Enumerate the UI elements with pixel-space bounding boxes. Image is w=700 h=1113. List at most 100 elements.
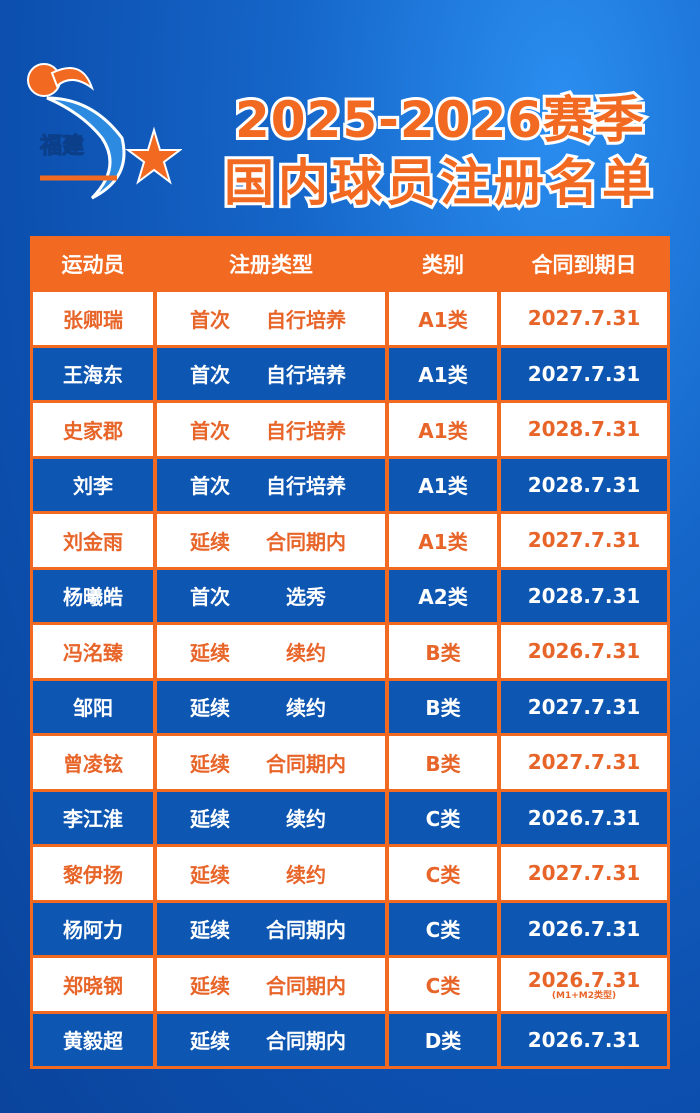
dolphin-logo-icon: [27, 63, 183, 200]
registration-detail: 合同期内: [266, 973, 346, 998]
registration-kind: 延续: [190, 751, 230, 776]
table-header: 运动员 注册类型 类别 合同到期日: [33, 239, 667, 289]
registration-type: 首次 自行培养: [153, 400, 385, 456]
table-row: 杨阿力 延续 合同期内 C类 2026.7.31: [33, 899, 667, 955]
player-name: 杨阿力: [33, 899, 153, 955]
table-row: 黄毅超 延续 合同期内 D类 2026.7.31: [33, 1010, 667, 1066]
player-category: D类: [385, 1010, 497, 1066]
player-name: 冯洺臻: [33, 622, 153, 678]
registration-detail: 自行培养: [266, 474, 346, 499]
contract-expiry: 2028.7.31: [497, 566, 667, 622]
registration-kind: 延续: [190, 862, 230, 887]
player-name: 曾凌铉: [33, 733, 153, 789]
player-name: 王海东: [33, 344, 153, 400]
table-row: 杨曦皓 首次 选秀 A2类 2028.7.31: [33, 566, 667, 622]
player-name: 李江淮: [33, 788, 153, 844]
table-row: 黎伊扬 延续 续约 C类 2027.7.31: [33, 844, 667, 900]
registration-detail: 续约: [286, 696, 326, 721]
expiry-date: 2028.7.31: [527, 417, 641, 442]
header-contract-expiry: 合同到期日: [497, 239, 667, 289]
registration-kind: 首次: [190, 585, 230, 610]
registration-detail: 续约: [286, 807, 326, 832]
contract-expiry: 2027.7.31: [497, 344, 667, 400]
player-category: C类: [385, 844, 497, 900]
registration-type: 延续 合同期内: [153, 733, 385, 789]
header-category: 类别: [385, 239, 497, 289]
contract-expiry: 2028.7.31: [497, 455, 667, 511]
player-category: A2类: [385, 566, 497, 622]
expiry-date: 2027.7.31: [527, 861, 641, 886]
registration-type: 延续 合同期内: [153, 511, 385, 567]
logo-text: 福建: [39, 134, 85, 160]
table-row: 刘李 首次 自行培养 A1类 2028.7.31: [33, 455, 667, 511]
registration-type: 延续 合同期内: [153, 1010, 385, 1066]
contract-expiry: 2027.7.31: [497, 511, 667, 567]
expiry-date: 2026.7.31: [527, 805, 641, 830]
registration-type: 延续 合同期内: [153, 955, 385, 1011]
expiry-date: 2027.7.31: [527, 694, 641, 719]
registration-kind: 首次: [190, 307, 230, 332]
table-row: 曾凌铉 延续 合同期内 B类 2027.7.31: [33, 733, 667, 789]
registration-kind: 延续: [190, 640, 230, 665]
player-category: A1类: [385, 344, 497, 400]
table-row: 邹阳 延续 续约 B类 2027.7.31: [33, 677, 667, 733]
table-row: 李江淮 延续 续约 C类 2026.7.31: [33, 788, 667, 844]
table-row: 王海东 首次 自行培养 A1类 2027.7.31: [33, 344, 667, 400]
registration-detail: 自行培养: [266, 418, 346, 443]
table-row: 史家郡 首次 自行培养 A1类 2028.7.31: [33, 400, 667, 456]
registration-kind: 首次: [190, 418, 230, 443]
expiry-date: 2026.7.31: [527, 639, 641, 664]
registration-type: 延续 续约: [153, 622, 385, 678]
expiry-date: 2026.7.31: [527, 916, 641, 941]
registration-type: 首次 自行培养: [153, 455, 385, 511]
player-name: 邹阳: [33, 677, 153, 733]
registration-table: 运动员 注册类型 类别 合同到期日 张卿瑞 首次 自行培养 A1类 2027.7.31 王…: [30, 236, 670, 1069]
registration-type: 首次 自行培养: [153, 344, 385, 400]
player-category: A1类: [385, 511, 497, 567]
player-name: 郑晓钢: [33, 955, 153, 1011]
registration-type: 延续 续约: [153, 677, 385, 733]
player-category: C类: [385, 955, 497, 1011]
expiry-date: 2027.7.31: [527, 750, 641, 775]
contract-expiry: 2027.7.31: [497, 733, 667, 789]
contract-expiry: 2026.7.31: [497, 788, 667, 844]
player-category: A1类: [385, 455, 497, 511]
expiry-date: 2026.7.31: [527, 1027, 641, 1052]
contract-expiry: 2027.7.31: [497, 289, 667, 345]
expiry-date: 2026.7.31: [527, 967, 641, 992]
player-category: B类: [385, 733, 497, 789]
header-player: 运动员: [33, 239, 153, 289]
registration-type: 延续 合同期内: [153, 899, 385, 955]
registration-detail: 自行培养: [266, 307, 346, 332]
contract-expiry: 2026.7.31: [497, 899, 667, 955]
registration-detail: 合同期内: [266, 529, 346, 554]
player-name: 史家郡: [33, 400, 153, 456]
contract-expiry: 2026.7.31 (M1+M2类型): [497, 955, 667, 1011]
registration-detail: 自行培养: [266, 363, 346, 388]
table-row: 郑晓钢 延续 合同期内 C类 2026.7.31 (M1+M2类型): [33, 955, 667, 1011]
registration-type: 延续 续约: [153, 788, 385, 844]
player-category: C类: [385, 899, 497, 955]
registration-detail: 选秀: [286, 585, 326, 610]
player-name: 刘金雨: [33, 511, 153, 567]
contract-expiry: 2027.7.31: [497, 844, 667, 900]
registration-kind: 延续: [190, 696, 230, 721]
player-name: 刘李: [33, 455, 153, 511]
player-name: 杨曦皓: [33, 566, 153, 622]
page-subtitle: 国内球员注册名单: [221, 151, 656, 215]
table-row: 张卿瑞 首次 自行培养 A1类 2027.7.31: [33, 289, 667, 345]
expiry-date: 2028.7.31: [527, 472, 641, 497]
expiry-date: 2027.7.31: [527, 361, 641, 386]
registration-type: 延续 续约: [153, 844, 385, 900]
registration-detail: 合同期内: [266, 751, 346, 776]
registration-kind: 延续: [190, 807, 230, 832]
player-category: A1类: [385, 400, 497, 456]
expiry-note: (M1+M2类型): [551, 990, 617, 1001]
page-title: 2025-2026赛季: [232, 88, 647, 152]
contract-expiry: 2027.7.31: [497, 677, 667, 733]
registration-kind: 延续: [190, 973, 230, 998]
contract-expiry: 2026.7.31: [497, 622, 667, 678]
registration-type: 首次 自行培养: [153, 289, 385, 345]
registration-detail: 合同期内: [266, 918, 346, 943]
player-category: B类: [385, 677, 497, 733]
